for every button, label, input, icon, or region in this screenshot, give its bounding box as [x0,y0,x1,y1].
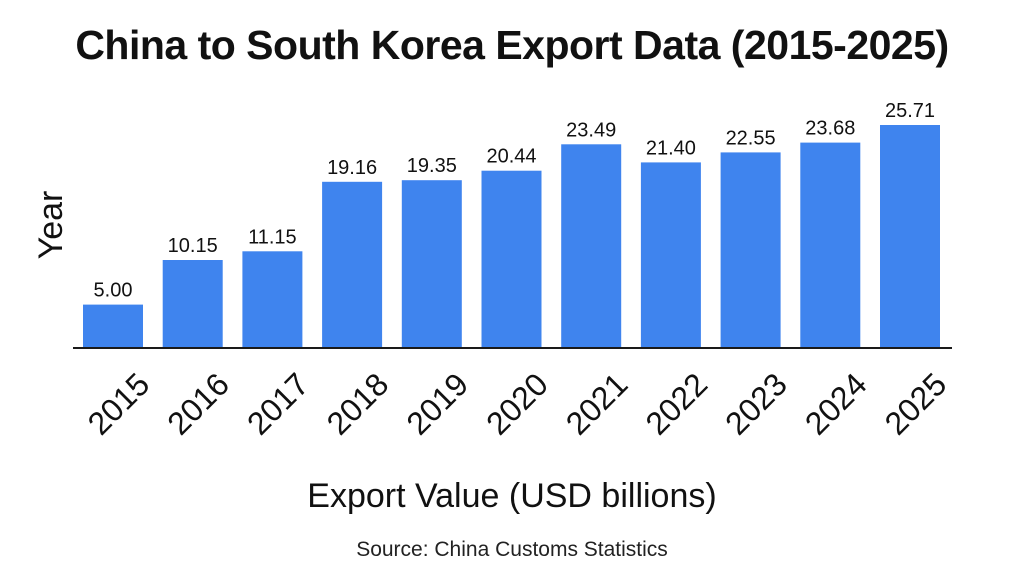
tick-label-2022: 2022 [638,366,714,442]
value-labels-group: 5.00 10.15 11.15 19.16 19.35 20.44 23.49 21.40 2… [94,100,936,302]
bars-group [83,125,940,348]
value-label-2016: 10.15 [168,235,218,257]
bar-2017 [242,251,303,348]
value-label-2024: 23.68 [805,118,855,140]
value-label-2018: 19.16 [327,157,377,179]
source-note: Source: China Customs Statistics [356,538,668,561]
bar-2015 [83,304,143,348]
tick-label-2018: 2018 [320,366,396,442]
bar-2021 [561,144,622,348]
tick-label-2024: 2024 [798,366,874,442]
chart-title: China to South Korea Export Data (2015-2… [75,22,949,68]
tick-label-2017: 2017 [240,366,316,442]
tick-label-2021: 2021 [559,366,635,442]
value-label-2021: 23.49 [566,119,616,141]
y-axis-title: Year [32,191,70,260]
tick-label-2020: 2020 [479,366,555,442]
value-label-2020: 20.44 [486,146,536,168]
value-label-2017: 11.15 [248,226,297,248]
tick-label-2016: 2016 [160,366,236,442]
bar-2016 [162,260,223,348]
value-label-2023: 22.55 [726,127,776,149]
tick-label-2019: 2019 [399,366,475,442]
value-label-2019: 19.35 [407,155,457,177]
value-label-2025: 25.71 [885,100,935,122]
bar-2022 [640,162,701,348]
tick-label-2023: 2023 [718,366,794,442]
value-label-2022: 21.40 [646,137,696,159]
tick-label-2015: 2015 [81,366,157,442]
bar-2018 [322,181,383,348]
tick-label-2025: 2025 [878,366,954,442]
bar-2020 [481,170,542,348]
value-label-2015: 5.00 [94,280,133,302]
x-axis-title: Export Value (USD billions) [307,477,716,515]
bar-2025 [880,125,940,348]
bar-2023 [720,152,781,348]
bar-2019 [401,180,462,348]
bar-2024 [800,142,861,348]
tick-labels-group: 2015 2016 2017 2018 2019 2020 2021 2022 2023 2024… [81,366,954,442]
